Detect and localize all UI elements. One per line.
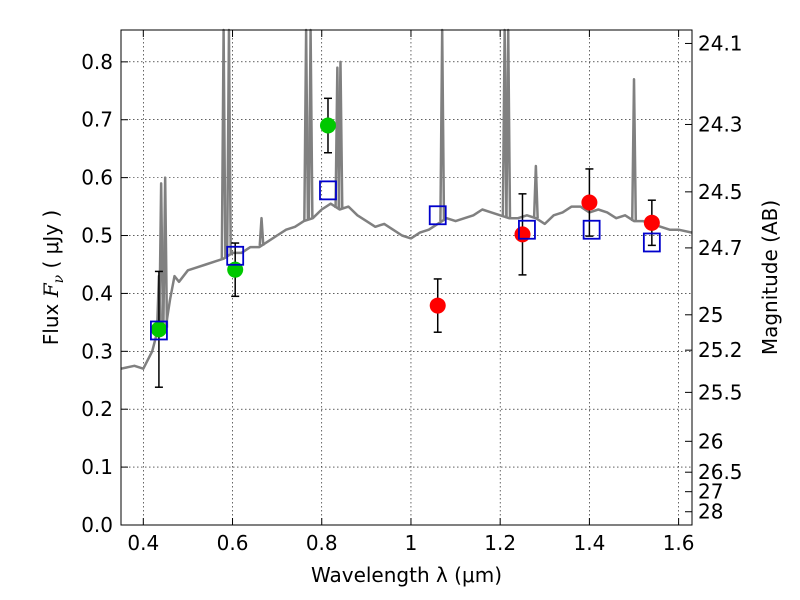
model-square-marker [642, 232, 661, 253]
y-tick-label: 0.4 [81, 281, 113, 305]
y-tick-label: 0.2 [81, 397, 113, 421]
y-tick-label: 0.7 [81, 108, 113, 132]
mag-tick-label: 24.3 [698, 112, 743, 136]
x-tick-label: 1.4 [573, 531, 605, 555]
y-axis-label-left: Flux Fν ( μJy ) [39, 210, 67, 345]
green-data-point [150, 321, 167, 338]
mag-tick-label: 26 [698, 429, 723, 453]
mag-tick-label: 24.5 [698, 180, 743, 204]
mag-tick-label: 25 [698, 303, 723, 327]
x-tick-label: 1 [405, 531, 418, 555]
model-square-marker [582, 219, 601, 240]
y-tick-label: 0.6 [81, 166, 113, 190]
model-square-marker [428, 205, 447, 226]
model-square-marker [150, 320, 168, 341]
spectrum-emission-line [532, 164, 539, 219]
spectrum-emission-line [630, 77, 638, 222]
x-axis-label: Wavelength λ (μm) [311, 563, 502, 587]
x-tick-label: 0.8 [306, 531, 338, 555]
plot-frame [120, 29, 693, 526]
x-tick-label: 1.2 [484, 531, 516, 555]
y-tick-label: 0.5 [81, 224, 113, 248]
green-data-point [319, 117, 336, 134]
red-data-point [429, 297, 446, 314]
y-axis-label-right: Magnitude (AB) [758, 200, 782, 355]
mag-tick-label: 25.2 [698, 338, 743, 362]
x-tick-label: 1.6 [663, 531, 695, 555]
y-tick-label: 0.0 [81, 513, 113, 537]
x-tick-label: 0.4 [127, 531, 159, 555]
y-tick-label: 0.1 [81, 455, 113, 479]
mag-tick-label: 24.7 [698, 236, 743, 260]
y-tick-label: 0.8 [81, 50, 113, 74]
model-square-marker [226, 245, 245, 266]
y-tick-label: 0.3 [81, 339, 113, 363]
spectrum-emission-line [258, 216, 265, 246]
red-data-point [514, 226, 531, 243]
spectrum-emission-line [337, 60, 344, 210]
mag-tick-label: 25.5 [698, 380, 743, 404]
model-square-marker [319, 180, 337, 201]
spectrum-emission-line [162, 176, 169, 328]
axis-ticks: 0.4 0.6 0.8 1 1.2 1.4 1.6 0.0 0.1 0.2 0.3 0.4 0.5 0.6… [81, 30, 743, 555]
mag-tick-label: 27 [698, 480, 723, 504]
red-data-point [581, 194, 598, 211]
spectrum-emission-line [158, 182, 165, 323]
red-data-point [643, 214, 660, 231]
mag-tick-label: 24.1 [698, 31, 743, 55]
x-tick-label: 0.6 [217, 531, 249, 555]
mag-tick-label: 26.5 [698, 460, 743, 484]
data-markers [150, 97, 661, 388]
model-square-marker [518, 219, 536, 240]
mag-tick-label: 28 [698, 500, 723, 524]
